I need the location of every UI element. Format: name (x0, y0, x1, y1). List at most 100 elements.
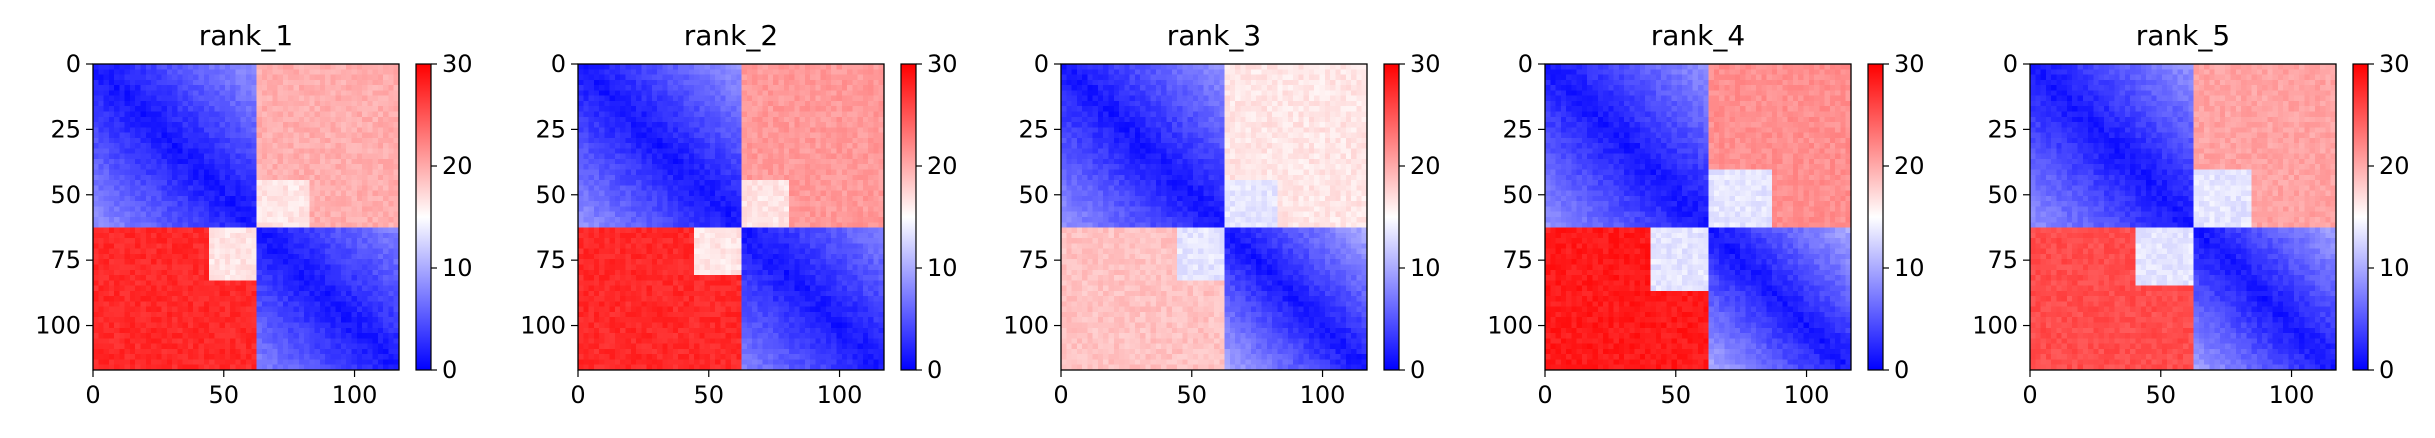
heatmap-cell (709, 69, 716, 76)
heatmap-cell (383, 259, 390, 266)
heatmap-cell (240, 206, 247, 213)
heatmap-cell (193, 359, 200, 366)
heatmap-cell (182, 201, 189, 208)
heatmap-cell (757, 206, 764, 213)
heatmap-cell (309, 158, 316, 165)
heatmap-cell (578, 158, 584, 165)
heatmap-cell (340, 253, 347, 260)
heatmap-cell (351, 253, 358, 260)
heatmap-cell (277, 343, 284, 350)
heatmap-cell (583, 206, 590, 213)
heatmap-cell (151, 322, 157, 329)
heatmap-cell (267, 306, 273, 313)
heatmap-cell (151, 69, 157, 76)
heatmap-cell (230, 280, 237, 287)
heatmap-cell (794, 64, 801, 70)
heatmap-cell (156, 354, 163, 361)
heatmap-cell (720, 195, 727, 202)
heatmap-cell (129, 317, 136, 324)
heatmap-cell (783, 85, 790, 91)
heatmap-cell (383, 143, 390, 150)
heatmap-cell (362, 296, 368, 303)
heatmap-cell (367, 90, 374, 97)
heatmap-cell (340, 348, 347, 355)
heatmap-cell (98, 127, 105, 134)
heatmap-cell (98, 190, 105, 197)
heatmap-cell (193, 280, 200, 287)
heatmap-cell (736, 132, 743, 139)
heatmap-cell (609, 137, 616, 144)
heatmap-cell (388, 185, 395, 192)
heatmap-cell (372, 296, 379, 303)
heatmap-cell (261, 290, 268, 297)
heatmap-cell (309, 259, 316, 266)
heatmap-cell (383, 243, 390, 250)
heatmap-cell (688, 190, 695, 197)
heatmap-cell (304, 85, 310, 91)
heatmap-cell (841, 164, 848, 171)
heatmap-cell (256, 122, 263, 128)
heatmap-cell (825, 137, 832, 144)
heatmap-cell (198, 264, 205, 271)
heatmap-cell (103, 343, 110, 350)
heatmap-cell (741, 127, 748, 134)
heatmap-cell (135, 206, 142, 213)
heatmap-cell (599, 206, 605, 213)
heatmap-cell (251, 153, 258, 160)
heatmap-cell (651, 195, 658, 202)
heatmap-cell (604, 106, 611, 113)
heatmap-cell (841, 74, 848, 81)
heatmap-cell (625, 127, 632, 134)
heatmap-cell (193, 275, 200, 281)
heatmap-cell (203, 190, 210, 197)
heatmap-cell (256, 264, 263, 271)
heatmap-cell (224, 296, 231, 303)
heatmap-cell (161, 253, 168, 260)
heatmap-cell (277, 364, 284, 371)
heatmap-cell (261, 190, 268, 197)
heatmap-cell (593, 206, 600, 213)
heatmap-cell (351, 364, 358, 371)
heatmap-cell (145, 122, 152, 128)
heatmap-cell (151, 248, 157, 255)
heatmap-cell (377, 206, 384, 213)
heatmap-cell (145, 132, 152, 139)
heatmap-cell (124, 201, 131, 208)
heatmap-cell (114, 217, 120, 223)
heatmap-cell (219, 301, 226, 308)
heatmap-cell (330, 222, 337, 229)
heatmap-cell (715, 100, 722, 107)
heatmap-cell (588, 79, 595, 86)
heatmap-cell (362, 79, 368, 86)
heatmap-cell (815, 122, 822, 128)
heatmap-cell (161, 195, 168, 202)
heatmap-cell (314, 158, 321, 165)
heatmap-cell (688, 69, 695, 76)
heatmap-cell (356, 174, 363, 181)
heatmap-cell (209, 354, 215, 361)
heatmap-cell (214, 180, 221, 186)
heatmap-cell (377, 222, 384, 229)
heatmap-cell (757, 74, 764, 81)
heatmap-cell (372, 322, 379, 329)
heatmap-cell (593, 137, 600, 144)
heatmap-cell (599, 132, 605, 139)
heatmap-cell (715, 69, 722, 76)
heatmap-cell (156, 111, 163, 118)
heatmap-cell (156, 85, 163, 91)
heatmap-cell (288, 296, 295, 303)
heatmap-cell (340, 127, 347, 134)
heatmap-cell (362, 85, 368, 91)
heatmap-cell (261, 116, 268, 123)
heatmap-cell (151, 116, 157, 123)
heatmap-cell (767, 158, 774, 165)
heatmap-cell (672, 206, 679, 213)
heatmap-cell (599, 158, 605, 165)
heatmap-cell (161, 311, 168, 318)
heatmap-cell (219, 364, 226, 371)
heatmap-cell (103, 148, 110, 155)
heatmap-cell (235, 174, 242, 181)
heatmap-cell (293, 169, 300, 176)
heatmap-cell (683, 190, 690, 197)
heatmap-cell (230, 338, 237, 345)
